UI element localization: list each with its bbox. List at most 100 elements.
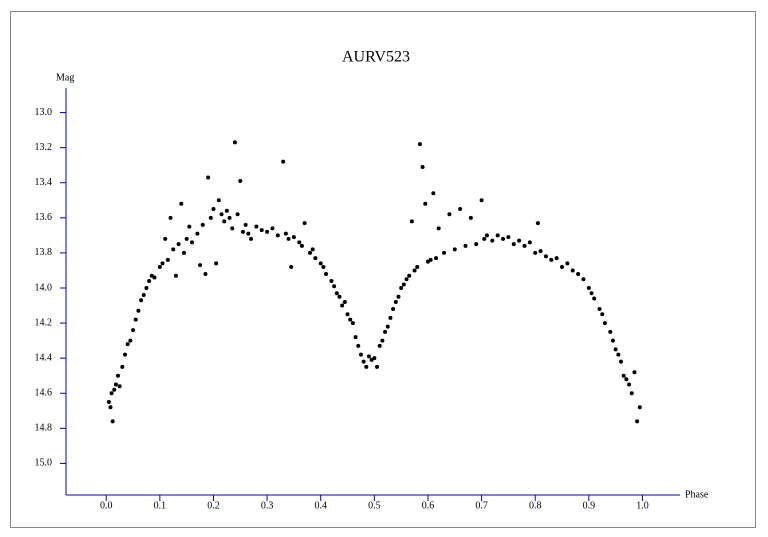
data-point [112, 387, 117, 392]
data-point [458, 207, 463, 212]
data-point [570, 268, 575, 273]
data-point [447, 212, 452, 217]
data-point [160, 261, 165, 266]
data-point [318, 261, 323, 266]
data-point [108, 405, 113, 410]
data-point [616, 352, 621, 357]
data-point [377, 343, 382, 348]
data-point [334, 291, 339, 296]
data-point [624, 377, 629, 382]
data-point [313, 256, 318, 261]
data-point [436, 226, 441, 231]
data-point [219, 212, 224, 217]
data-point [412, 268, 417, 273]
data-point [506, 235, 511, 240]
data-point [637, 405, 642, 410]
y-tick-label: 13.8 [35, 247, 53, 258]
y-tick-label: 14.8 [35, 423, 53, 434]
data-point [353, 335, 358, 340]
data-point [310, 247, 315, 252]
data-point [404, 277, 409, 282]
x-tick-label: 0.9 [583, 500, 596, 511]
data-point [592, 296, 597, 301]
data-point [265, 229, 270, 234]
data-point [291, 235, 296, 240]
data-point [409, 219, 414, 224]
data-point [200, 222, 205, 227]
x-tick-label: 0.6 [422, 500, 435, 511]
data-point [275, 233, 280, 238]
data-point [147, 278, 152, 283]
data-point [302, 221, 307, 226]
data-point [597, 307, 602, 312]
data-point [621, 373, 626, 378]
data-point [442, 250, 447, 255]
data-point [482, 236, 487, 241]
data-point [361, 359, 366, 364]
y-tick-label: 13.4 [35, 177, 53, 188]
data-point [321, 264, 326, 269]
data-point [208, 215, 213, 220]
data-point [490, 238, 495, 243]
data-point [249, 236, 254, 241]
data-point [141, 293, 146, 298]
chart-title: AURV523 [342, 49, 410, 66]
data-point [116, 373, 121, 378]
data-point [533, 250, 538, 255]
data-point [423, 201, 428, 206]
data-point [366, 354, 371, 359]
x-axis-label: Phase [685, 489, 709, 500]
data-point [538, 249, 543, 254]
data-point [286, 236, 291, 241]
data-point [576, 271, 581, 276]
data-point [297, 240, 302, 245]
data-point [527, 240, 532, 245]
data-point [157, 264, 162, 269]
data-point [179, 201, 184, 206]
y-tick-label: 14.0 [35, 282, 53, 293]
data-point [176, 242, 181, 247]
data-point [600, 312, 605, 317]
data-point [243, 222, 248, 227]
data-point [136, 308, 141, 313]
data-point [613, 347, 618, 352]
data-point [125, 342, 130, 347]
data-point [452, 247, 457, 252]
y-tick-label: 14.2 [35, 317, 53, 328]
data-point [113, 382, 118, 387]
data-point [144, 285, 149, 290]
data-point [632, 370, 637, 375]
data-point [235, 212, 240, 217]
data-point [173, 273, 178, 278]
data-point [165, 257, 170, 262]
data-point [495, 233, 500, 238]
data-point [254, 224, 259, 229]
x-tick-label: 1.0 [636, 500, 649, 511]
x-tick-label: 0.3 [261, 500, 274, 511]
data-point [246, 231, 251, 236]
data-point [388, 315, 393, 320]
y-tick-label: 14.6 [35, 388, 53, 399]
data-point [206, 175, 211, 180]
data-point [474, 242, 479, 247]
data-point [117, 384, 122, 389]
x-tick-label: 0.0 [100, 500, 113, 511]
data-point [393, 300, 398, 305]
data-point [240, 229, 245, 234]
data-point [324, 271, 329, 276]
data-point [337, 294, 342, 299]
data-point [434, 256, 439, 261]
data-point [479, 198, 484, 203]
data-point [350, 321, 355, 326]
y-tick-label: 14.4 [35, 352, 53, 363]
data-point [289, 264, 294, 269]
data-point [375, 364, 380, 369]
data-point [417, 142, 422, 147]
data-point [222, 219, 227, 224]
data-point [560, 264, 565, 269]
x-tick-label: 0.2 [207, 500, 220, 511]
data-point [602, 321, 607, 326]
x-tick-label: 0.8 [529, 500, 542, 511]
data-point [391, 307, 396, 312]
data-point [468, 215, 473, 220]
